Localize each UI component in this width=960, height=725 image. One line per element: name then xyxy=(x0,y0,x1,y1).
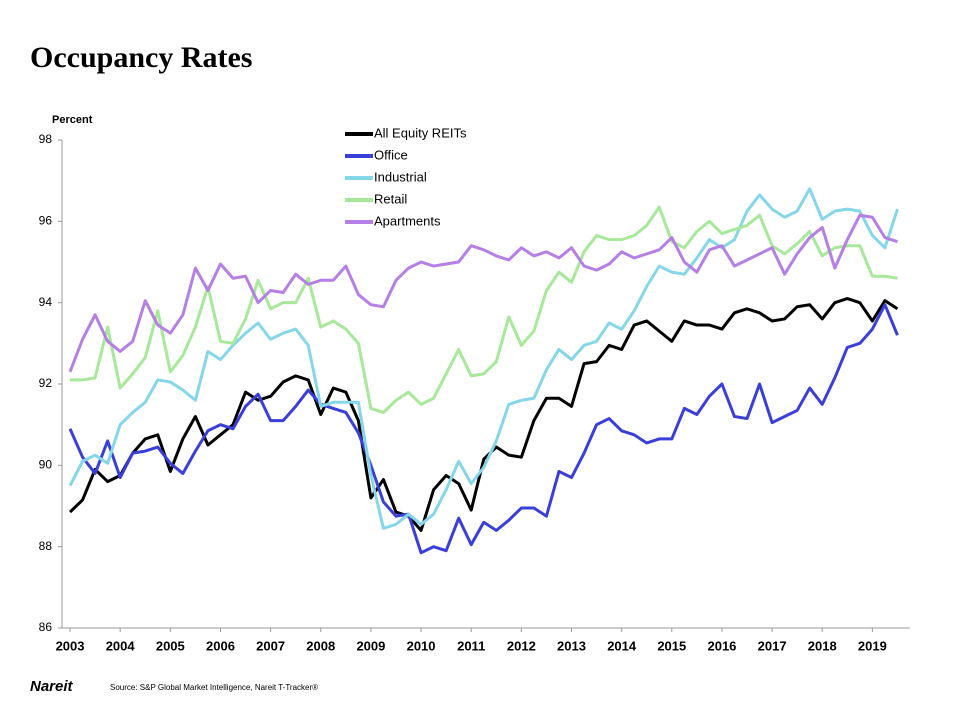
x-tick-label: 2014 xyxy=(607,638,637,653)
legend-label: Retail xyxy=(374,191,407,206)
logo: Nareit xyxy=(30,678,74,695)
x-tick-label: 2006 xyxy=(206,638,235,653)
y-axis-label: Percent xyxy=(52,114,93,126)
series-line xyxy=(68,213,898,373)
x-tick-label: 2010 xyxy=(407,638,436,653)
x-tick-label: 2013 xyxy=(557,638,586,653)
y-tick-label: 94 xyxy=(39,295,53,309)
series-line xyxy=(68,187,899,530)
legend-label: Industrial xyxy=(374,169,427,184)
x-tick-label: 2012 xyxy=(507,638,536,653)
x-tick-label: 2008 xyxy=(306,638,335,653)
y-tick-label: 90 xyxy=(39,458,53,472)
x-tick-label: 2015 xyxy=(657,638,686,653)
x-tick-label: 2005 xyxy=(156,638,185,653)
x-tick-label: 2019 xyxy=(858,638,887,653)
series-line xyxy=(68,303,899,555)
y-tick-label: 92 xyxy=(39,376,53,390)
x-tick-label: 2018 xyxy=(808,638,837,653)
legend-label: Office xyxy=(374,147,408,162)
x-tick-label: 2004 xyxy=(106,638,136,653)
x-tick-label: 2007 xyxy=(256,638,285,653)
chart-title: Occupancy Rates xyxy=(30,41,252,74)
legend-label: All Equity REITs xyxy=(374,125,467,140)
y-tick-label: 96 xyxy=(39,214,53,228)
x-tick-label: 2003 xyxy=(56,638,85,653)
series-line xyxy=(70,205,898,414)
series-line xyxy=(68,297,899,532)
x-tick-label: 2016 xyxy=(707,638,736,653)
y-tick-label: 88 xyxy=(39,539,53,553)
source: Source: S&P Global Market Intelligence, … xyxy=(110,683,318,692)
y-tick-label: 98 xyxy=(39,132,53,146)
legend-label: Apartments xyxy=(374,213,441,228)
y-tick-label: 86 xyxy=(39,620,53,634)
x-tick-label: 2017 xyxy=(758,638,787,653)
x-tick-label: 2011 xyxy=(457,638,485,653)
x-tick-label: 2009 xyxy=(356,638,385,653)
